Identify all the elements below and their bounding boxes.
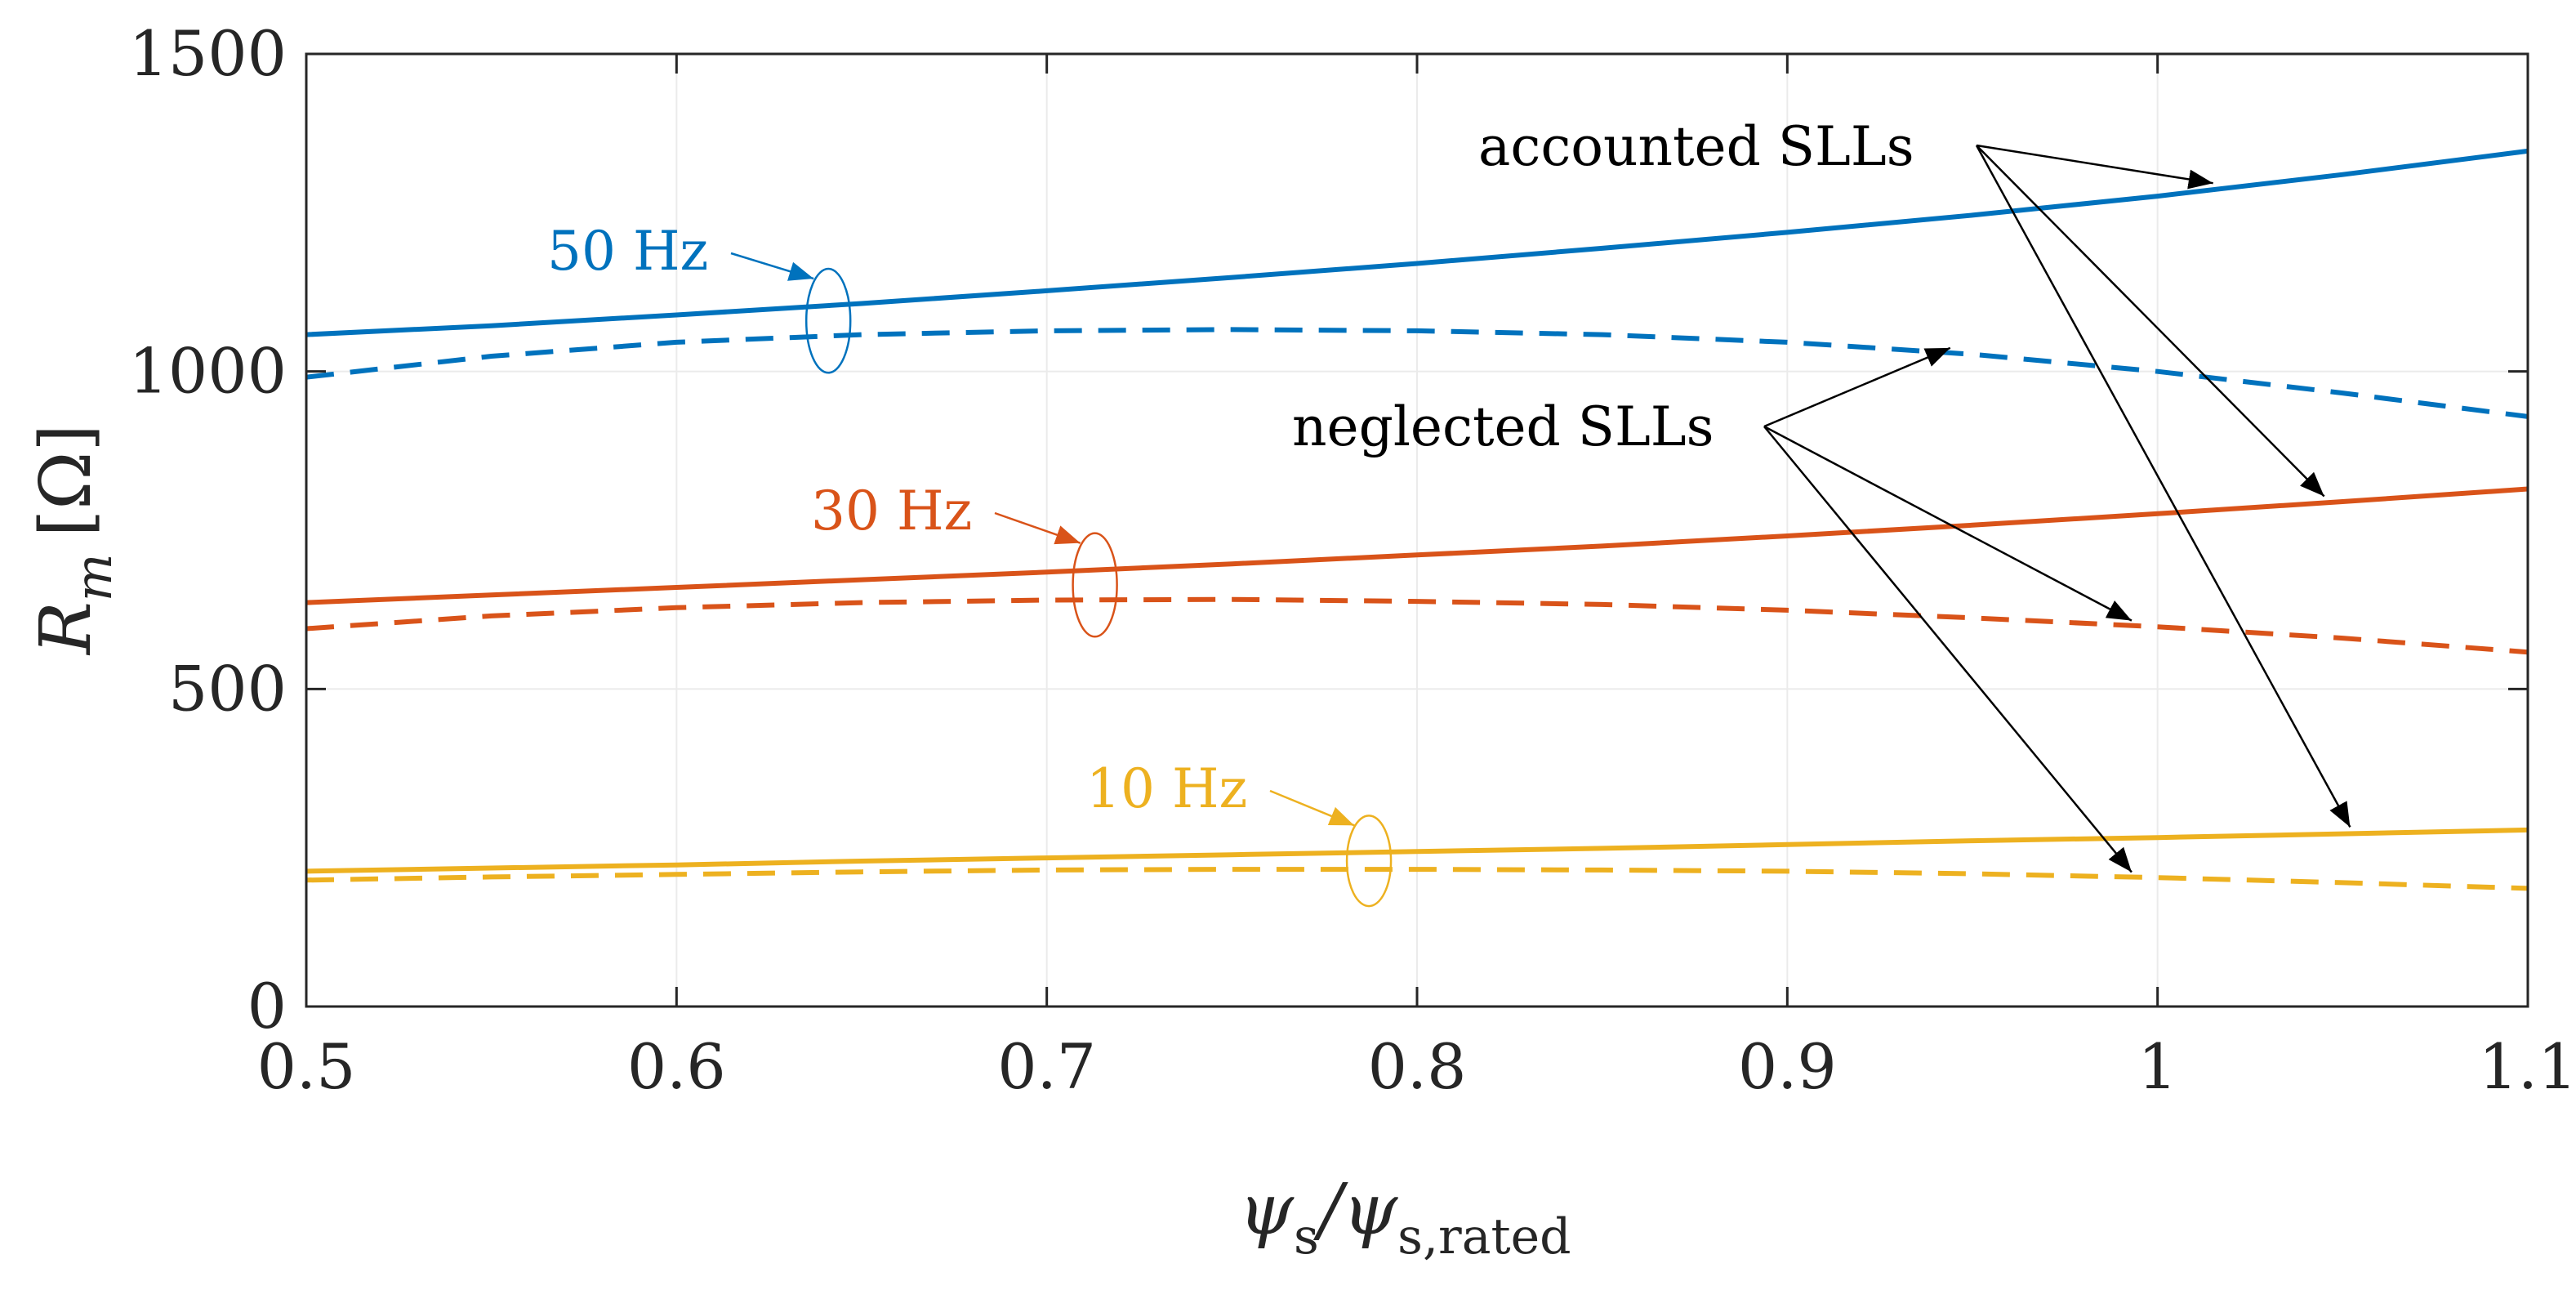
series-line-10hz-dashed: [305, 867, 2529, 891]
series-line-30hz-solid: [305, 486, 2529, 605]
x-tick-label: 0.8: [1368, 1030, 1467, 1103]
x-axis-label-slash: /ψ: [1313, 1169, 1399, 1251]
accounted-arrow-0: [1976, 144, 2213, 190]
neglected-arrow-0: [1763, 346, 1951, 428]
label-neglected-slls: neglected SLLs: [1292, 395, 1714, 458]
y-tick-label: 0: [247, 970, 287, 1042]
x-tick-label: 0.7: [997, 1030, 1096, 1103]
y-axis-label-sub: m: [64, 553, 123, 601]
series-line-30hz-dashed: [305, 596, 2529, 655]
x-axis-label-main: ψ: [1238, 1169, 1295, 1251]
series-line-50hz-dashed: [305, 327, 2529, 419]
y-tick-label: 1000: [129, 335, 287, 408]
y-axis-label: Rm [Ω]: [25, 424, 123, 656]
neglected-arrow-1: [1763, 425, 2133, 622]
series-line-50hz-solid: [305, 148, 2529, 337]
x-tick-label: 1.1: [2479, 1030, 2576, 1103]
neglected-arrow-2: [1763, 426, 2133, 873]
group-arrow-label-30hz: [994, 511, 1081, 545]
group-ellipse-label-50hz: [804, 267, 852, 374]
x-axis-label: ψs/ψs,rated: [1238, 1169, 1571, 1265]
x-tick-label: 0.5: [257, 1030, 356, 1103]
x-tick-label: 1: [2137, 1030, 2177, 1103]
axis-ticks: 0.5 0.6 0.7 0.8 0.9 1 1.1 0 500 1000 1500: [129, 17, 2576, 1103]
annotations: 50 Hz 30 Hz 10 Hz accounted SLLs neglected S…: [547, 115, 2351, 908]
accounted-arrow-2: [1975, 145, 2351, 828]
x-tick-label: 0.6: [627, 1030, 726, 1103]
x-axis-label-sub2: s,rated: [1397, 1208, 1571, 1265]
y-axis-label-unit: [Ω]: [25, 424, 107, 537]
x-axis-label-sub1: s: [1294, 1208, 1319, 1265]
accounted-arrow-1: [1976, 145, 2325, 498]
y-tick-label: 500: [168, 652, 287, 725]
x-tick-label: 0.9: [1738, 1030, 1837, 1103]
label-10hz: 10 Hz: [1086, 757, 1247, 820]
label-30hz: 30 Hz: [811, 480, 972, 542]
group-ellipse-label-10hz: [1345, 815, 1393, 908]
group-arrow-label-50hz: [730, 252, 814, 281]
label-50hz: 50 Hz: [547, 220, 708, 283]
label-accounted-slls: accounted SLLs: [1478, 115, 1914, 178]
y-tick-label: 1500: [129, 17, 287, 90]
series-group: [305, 148, 2529, 891]
group-ellipse-label-30hz: [1072, 532, 1118, 638]
series-line-10hz-solid: [305, 827, 2529, 874]
group-arrow-label-10hz: [1269, 789, 1355, 827]
y-axis-label-main: R: [25, 601, 107, 656]
